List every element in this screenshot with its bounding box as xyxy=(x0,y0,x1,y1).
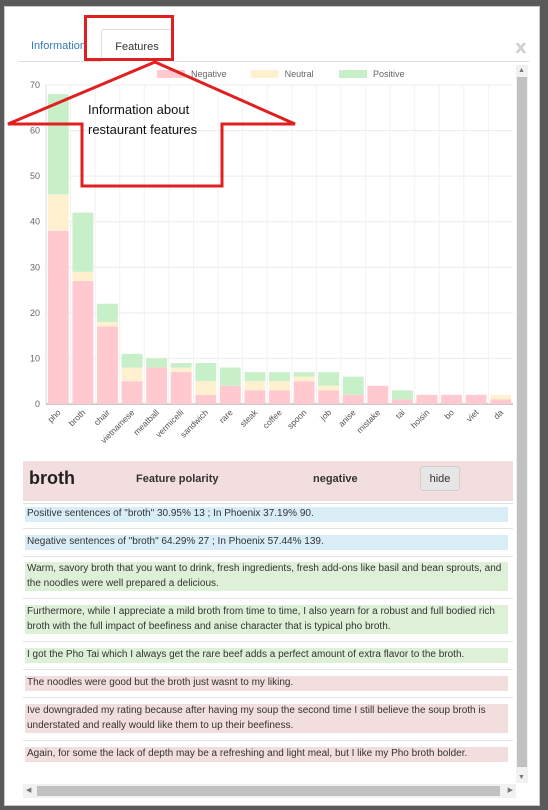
bar-segment-negative xyxy=(416,394,438,404)
scroll-left-icon[interactable]: ◀ xyxy=(26,787,32,794)
bar-segment-neutral xyxy=(121,367,143,382)
separator xyxy=(23,556,513,557)
separator xyxy=(23,669,513,670)
legend-swatch xyxy=(157,70,185,78)
bar-segment-neutral xyxy=(490,394,512,400)
bar-segment-positive xyxy=(391,390,413,400)
y-tick-label: 40 xyxy=(30,217,40,227)
bar-segment-neutral xyxy=(244,381,266,391)
bar-segment-positive xyxy=(342,376,364,395)
separator xyxy=(23,641,513,642)
bar-segment-negative xyxy=(465,394,487,404)
bar-segment-positive xyxy=(195,362,217,382)
y-tick-label: 20 xyxy=(30,308,40,318)
separator xyxy=(23,598,513,599)
close-icon[interactable]: x xyxy=(515,37,527,58)
bar-segment-negative xyxy=(47,230,69,404)
annotation-line: restaurant features xyxy=(88,122,198,137)
bar-segment-negative xyxy=(269,390,290,404)
features-modal: x Information Features 0 10 20 30 40 50 60 70 ph… xyxy=(4,6,540,806)
horizontal-scrollbar[interactable]: ◀ ▶ xyxy=(23,784,516,798)
y-tick-label: 0 xyxy=(35,399,40,409)
sentence-item: The noodles were good but the broth just… xyxy=(25,676,508,691)
annotation-text: Information about restaurant features xyxy=(88,100,197,140)
y-tick-label: 70 xyxy=(30,80,40,90)
sentence-item: I got the Pho Tai which I always get the… xyxy=(25,648,508,663)
bar-segment-neutral xyxy=(293,376,315,382)
bar-segment-positive xyxy=(219,367,241,386)
feature-polarity-label: Feature polarity xyxy=(136,473,219,485)
bar-segment-neutral xyxy=(195,381,217,395)
bar-segment-negative xyxy=(72,280,94,404)
sentence-item: Positive sentences of "broth" 30.95% 13 … xyxy=(25,507,508,522)
bar-segment-positive xyxy=(269,372,290,382)
feature-polarity-value: negative xyxy=(313,473,358,485)
separator xyxy=(23,503,513,504)
hide-button[interactable]: hide xyxy=(420,466,460,491)
scrollbar-thumb[interactable] xyxy=(517,77,527,767)
bar-segment-negative xyxy=(244,390,266,404)
sentence-item: Warm, savory broth that you want to drin… xyxy=(25,562,508,591)
sentence-item: Furthermore, while I appreciate a mild b… xyxy=(25,605,508,634)
separator xyxy=(23,528,513,529)
bar-segment-positive xyxy=(72,212,94,272)
bar-segment-neutral xyxy=(269,381,290,391)
bar-segment-positive xyxy=(318,372,340,386)
bar-segment-negative xyxy=(195,394,217,404)
bar-segment-negative xyxy=(490,399,512,404)
bar-segment-negative xyxy=(391,399,413,404)
bar-segment-neutral xyxy=(47,194,69,231)
bar-segment-negative xyxy=(121,381,143,404)
bar-segment-neutral xyxy=(97,321,118,327)
bar-segment-negative xyxy=(342,394,364,404)
bar-segment-positive xyxy=(146,358,168,368)
vertical-scrollbar[interactable]: ▲ ▼ xyxy=(516,65,528,783)
bar-segment-negative xyxy=(146,367,168,404)
legend-label: Positive xyxy=(373,69,405,79)
scrollbar-thumb[interactable] xyxy=(37,786,500,796)
legend-label: Neutral xyxy=(285,69,314,79)
legend-label: Negative xyxy=(191,69,227,79)
y-tick-label: 30 xyxy=(30,262,40,272)
feature-word: broth xyxy=(29,468,75,488)
y-tick-label: 10 xyxy=(30,353,40,363)
annotation-line: Information about xyxy=(88,102,190,117)
bar-segment-positive xyxy=(47,94,69,195)
feature-header: broth Feature polarity negative hide xyxy=(23,461,513,501)
bar-segment-neutral xyxy=(318,385,340,391)
y-tick-label: 50 xyxy=(30,171,40,181)
bar-segment-positive xyxy=(293,372,315,377)
sentence-item: Again, for some the lack of depth may be… xyxy=(25,747,508,762)
annotation-highlight-box xyxy=(84,15,174,61)
legend-swatch xyxy=(250,70,279,78)
bar-segment-positive xyxy=(170,362,192,368)
sentence-item: Negative sentences of "broth" 64.29% 27 … xyxy=(25,535,508,550)
bar-segment-negative xyxy=(97,326,118,404)
bar-segment-negative xyxy=(441,394,462,404)
bar-segment-positive xyxy=(121,353,143,368)
bar-segment-negative xyxy=(219,385,241,404)
separator xyxy=(23,740,513,741)
sentence-item: Ive downgraded my rating because after h… xyxy=(25,704,508,733)
bar-segment-negative xyxy=(318,390,340,404)
tab-information[interactable]: Information xyxy=(31,40,87,52)
features-scroll-content: 0 10 20 30 40 50 60 70 pho broth chair vietnamese me… xyxy=(19,65,516,785)
y-tick-label: 60 xyxy=(30,126,40,136)
bar-segment-neutral xyxy=(72,271,94,281)
scroll-up-icon[interactable]: ▲ xyxy=(518,67,525,74)
bar-segment-negative xyxy=(367,385,389,404)
scroll-down-icon[interactable]: ▼ xyxy=(518,774,525,781)
bar-segment-negative xyxy=(293,381,315,404)
bar-segment-neutral xyxy=(170,367,192,373)
scroll-right-icon[interactable]: ▶ xyxy=(507,787,513,794)
separator xyxy=(23,697,513,698)
bar-segment-positive xyxy=(244,372,266,382)
bar-segment-positive xyxy=(97,303,118,322)
legend-swatch xyxy=(339,70,367,78)
bar-segment-negative xyxy=(170,372,192,404)
